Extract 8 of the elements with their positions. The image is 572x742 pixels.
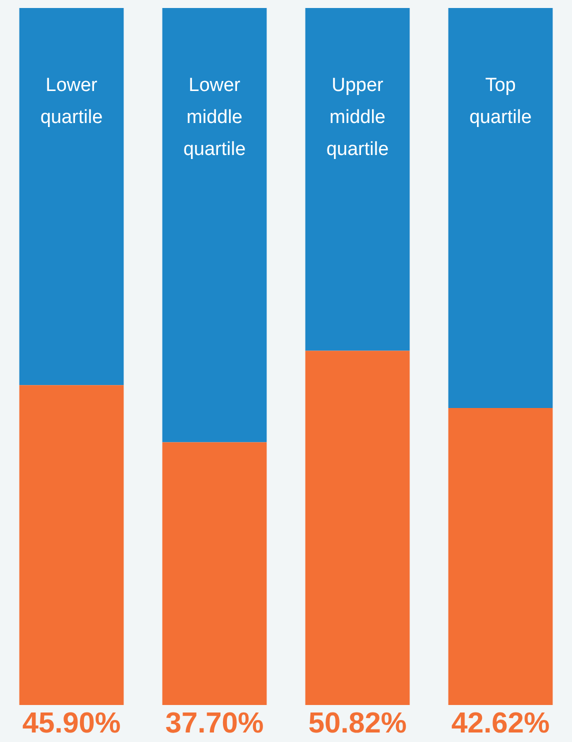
x-tick-label: Lower middle quartile xyxy=(183,75,246,160)
data-label: 50.82% xyxy=(308,708,407,740)
x-tick-label: Top quartile xyxy=(469,75,532,128)
x-tick-label: Upper middle quartile xyxy=(326,75,389,160)
data-label: 37.70% xyxy=(165,708,264,740)
data-label: 42.62% xyxy=(451,708,550,740)
x-tick-label: Lower quartile xyxy=(40,75,103,128)
data-label: 45.90% xyxy=(22,708,121,740)
